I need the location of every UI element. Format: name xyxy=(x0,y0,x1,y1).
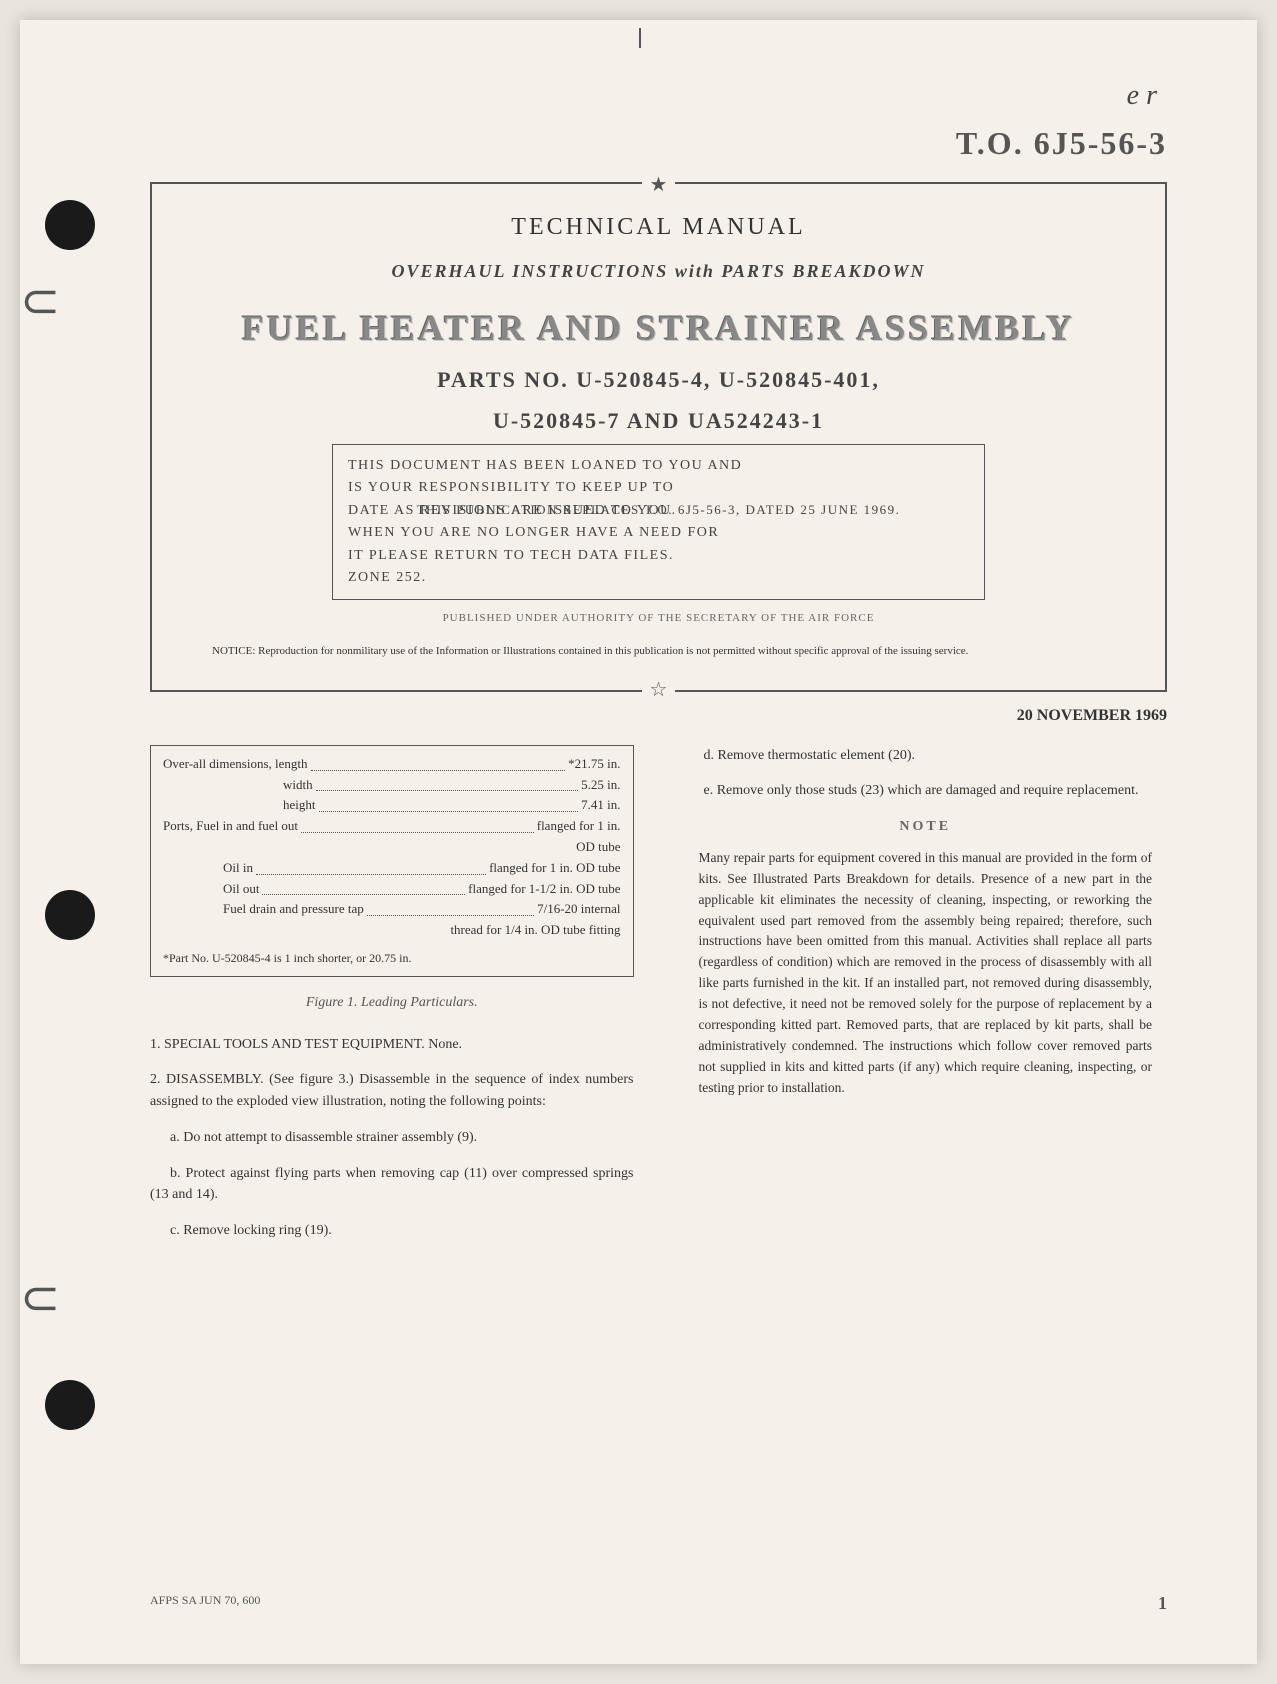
stamp-line: THIS DOCUMENT HAS BEEN LOANED TO YOU AND xyxy=(348,455,969,477)
parts-number-line-2: U-520845-7 AND UA524243-1 xyxy=(192,408,1125,434)
spec-row: Ports, Fuel in and fuel outflanged for 1… xyxy=(163,816,621,837)
specifications-table: Over-all dimensions, length*21.75 in.wid… xyxy=(150,745,634,977)
authority-line: PUBLISHED UNDER AUTHORITY OF THE SECRETA… xyxy=(192,612,1125,624)
spec-footnote: *Part No. U-520845-4 is 1 inch shorter, … xyxy=(163,949,621,968)
spec-row: Oil outflanged for 1-1/2 in. OD tube xyxy=(163,879,621,900)
handwritten-annotation: e r xyxy=(1127,80,1157,112)
stamp-line: WHEN YOU ARE NO LONGER HAVE A NEED FOR xyxy=(348,522,969,544)
stamp-line: ZONE 252. xyxy=(348,567,969,589)
spec-row: Over-all dimensions, length*21.75 in. xyxy=(163,754,621,775)
spec-row: height7.41 in. xyxy=(163,795,621,816)
replaces-line: THIS PUBLICATION REPLACES T.O. 6J5-56-3,… xyxy=(333,500,984,521)
spec-row: Oil inflanged for 1 in. OD tube xyxy=(163,858,621,879)
assembly-title: FUEL HEATER AND STRAINER ASSEMBLY xyxy=(192,307,1125,349)
paragraph-a: a. Do not attempt to disassemble straine… xyxy=(150,1127,634,1149)
footer-left: AFPS SA JUN 70, 600 xyxy=(150,1593,260,1614)
left-column: Over-all dimensions, length*21.75 in.wid… xyxy=(150,745,634,1256)
title-frame: ★ ☆ TECHNICAL MANUAL OVERHAUL INSTRUCTIO… xyxy=(150,182,1167,692)
binder-hole xyxy=(45,200,95,250)
document-number: T.O. 6J5-56-3 xyxy=(150,125,1167,162)
title-main: TECHNICAL MANUAL xyxy=(192,214,1125,241)
binder-hole xyxy=(45,890,95,940)
page-number: 1 xyxy=(1158,1593,1167,1614)
binder-hole xyxy=(45,1380,95,1430)
note-body: Many repair parts for equipment covered … xyxy=(684,848,1168,1099)
paragraph-e: e. Remove only those studs (23) which ar… xyxy=(684,780,1168,802)
star-ornament-icon: ☆ xyxy=(642,677,676,702)
paragraph-d: d. Remove thermostatic element (20). xyxy=(684,745,1168,767)
top-mark xyxy=(639,28,641,48)
paragraph-2: 2. DISASSEMBLY. (See figure 3.) Disassem… xyxy=(150,1069,634,1112)
paragraph-c: c. Remove locking ring (19). xyxy=(150,1220,634,1242)
spec-row: width5.25 in. xyxy=(163,775,621,796)
figure-caption: Figure 1. Leading Particulars. xyxy=(150,992,634,1014)
stamp-line: IT PLEASE RETURN TO TECH DATA FILES. xyxy=(348,545,969,567)
page-footer: AFPS SA JUN 70, 600 1 xyxy=(150,1593,1167,1614)
note-heading: NOTE xyxy=(684,816,1168,838)
stamp-line: IS YOUR RESPONSIBILITY TO KEEP UP TO xyxy=(348,477,969,499)
paragraph-1: 1. SPECIAL TOOLS AND TEST EQUIPMENT. Non… xyxy=(150,1034,634,1056)
spec-row: Fuel drain and pressure tap7/16-20 inter… xyxy=(163,899,621,920)
spec-row: thread for 1/4 in. OD tube fitting xyxy=(163,920,621,941)
publication-date: 20 NOVEMBER 1969 xyxy=(150,707,1167,725)
parts-number-line-1: PARTS NO. U-520845-4, U-520845-401, xyxy=(192,367,1125,393)
spiral-binding-icon: ⊂ xyxy=(20,273,80,323)
paragraph-b: b. Protect against flying parts when rem… xyxy=(150,1163,634,1206)
subtitle: OVERHAUL INSTRUCTIONS with PARTS BREAKDO… xyxy=(192,261,1125,282)
right-column: d. Remove thermostatic element (20). e. … xyxy=(684,745,1168,1256)
spiral-binding-icon: ⊂ xyxy=(20,1270,80,1320)
star-ornament-icon: ★ xyxy=(642,172,676,197)
stamp-box: THIS PUBLICATION REPLACES T.O. 6J5-56-3,… xyxy=(332,444,985,600)
content-columns: Over-all dimensions, length*21.75 in.wid… xyxy=(150,745,1167,1256)
notice-text: NOTICE: Reproduction for nonmilitary use… xyxy=(192,644,1125,659)
document-page: ⊂ ⊂ e r T.O. 6J5-56-3 ★ ☆ TECHNICAL MANU… xyxy=(20,20,1257,1664)
spec-row: OD tube xyxy=(163,837,621,858)
